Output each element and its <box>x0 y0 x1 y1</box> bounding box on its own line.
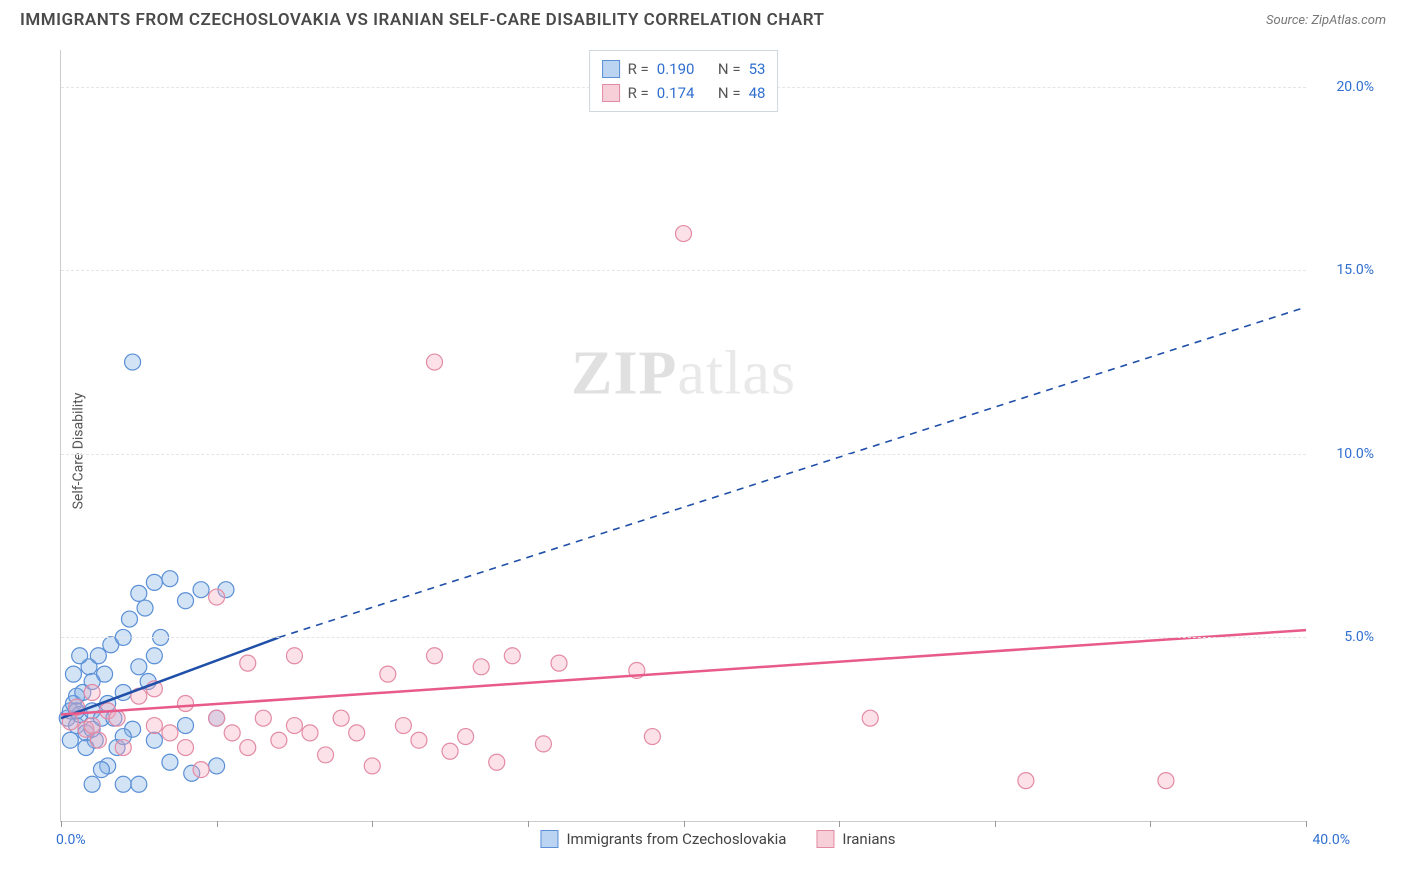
data-point <box>65 666 81 682</box>
data-point <box>364 758 380 774</box>
data-point <box>286 718 302 734</box>
swatch-blue-icon <box>602 60 620 78</box>
data-point <box>349 725 365 741</box>
data-point <box>676 226 692 242</box>
data-point <box>84 718 100 734</box>
data-point <box>333 710 349 726</box>
data-point <box>97 666 113 682</box>
data-point <box>137 600 153 616</box>
legend-item-blue: Immigrants from Czechoslovakia <box>540 830 786 848</box>
data-point <box>504 648 520 664</box>
data-point <box>1018 773 1034 789</box>
data-point <box>90 732 106 748</box>
data-point <box>302 725 318 741</box>
data-point <box>93 762 109 778</box>
legend: Immigrants from Czechoslovakia Iranians <box>540 830 895 848</box>
chart-container: Self-Care Disability ZIPatlas R = 0.190 … <box>50 50 1386 852</box>
data-point <box>458 729 474 745</box>
data-point <box>551 655 567 671</box>
data-point <box>209 758 225 774</box>
data-point <box>131 776 147 792</box>
data-point <box>131 585 147 601</box>
data-point <box>162 754 178 770</box>
x-tick-label: 40.0% <box>1312 832 1350 848</box>
data-point <box>178 718 194 734</box>
y-tick-label: 5.0% <box>1344 629 1374 645</box>
data-point <box>84 776 100 792</box>
data-point <box>271 732 287 748</box>
y-tick-label: 10.0% <box>1336 446 1374 462</box>
y-tick-label: 15.0% <box>1336 262 1374 278</box>
source-label: Source: ZipAtlas.com <box>1266 13 1386 28</box>
data-point <box>162 571 178 587</box>
data-point <box>178 740 194 756</box>
data-point <box>318 747 334 763</box>
y-tick-label: 20.0% <box>1336 79 1374 95</box>
data-point <box>90 648 106 664</box>
swatch-pink-icon <box>816 830 834 848</box>
data-point <box>380 666 396 682</box>
data-point <box>395 718 411 734</box>
data-point <box>115 740 131 756</box>
data-point <box>286 648 302 664</box>
stats-box: R = 0.190 N = 53 R = 0.174 N = 48 <box>589 50 779 112</box>
data-point <box>72 648 88 664</box>
legend-item-pink: Iranians <box>816 830 895 848</box>
data-point <box>209 710 225 726</box>
swatch-blue-icon <box>540 830 558 848</box>
scatter-svg <box>61 50 1306 821</box>
data-point <box>240 655 256 671</box>
data-point <box>489 754 505 770</box>
data-point <box>146 574 162 590</box>
data-point <box>131 659 147 675</box>
data-point <box>62 732 78 748</box>
data-point <box>240 740 256 756</box>
stats-row-pink: R = 0.174 N = 48 <box>602 81 766 105</box>
data-point <box>115 776 131 792</box>
trend-line <box>61 630 1306 714</box>
data-point <box>255 710 271 726</box>
data-point <box>193 582 209 598</box>
data-point <box>146 718 162 734</box>
data-point <box>178 696 194 712</box>
data-point <box>162 725 178 741</box>
data-point <box>411 732 427 748</box>
data-point <box>427 354 443 370</box>
data-point <box>121 611 137 627</box>
data-point <box>535 736 551 752</box>
data-point <box>1158 773 1174 789</box>
header: IMMIGRANTS FROM CZECHOSLOVAKIA VS IRANIA… <box>0 0 1406 36</box>
swatch-pink-icon <box>602 84 620 102</box>
plot-area: ZIPatlas R = 0.190 N = 53 R = 0.174 N = … <box>60 50 1306 822</box>
data-point <box>146 648 162 664</box>
data-point <box>473 659 489 675</box>
x-tick-label: 0.0% <box>56 832 86 848</box>
data-point <box>224 725 240 741</box>
stats-row-blue: R = 0.190 N = 53 <box>602 57 766 81</box>
data-point <box>146 732 162 748</box>
data-point <box>84 685 100 701</box>
data-point <box>125 354 141 370</box>
data-point <box>442 743 458 759</box>
data-point <box>178 593 194 609</box>
data-point <box>427 648 443 664</box>
data-point <box>209 589 225 605</box>
data-point <box>644 729 660 745</box>
data-point <box>193 762 209 778</box>
chart-title: IMMIGRANTS FROM CZECHOSLOVAKIA VS IRANIA… <box>20 10 825 30</box>
data-point <box>862 710 878 726</box>
data-point <box>109 710 125 726</box>
